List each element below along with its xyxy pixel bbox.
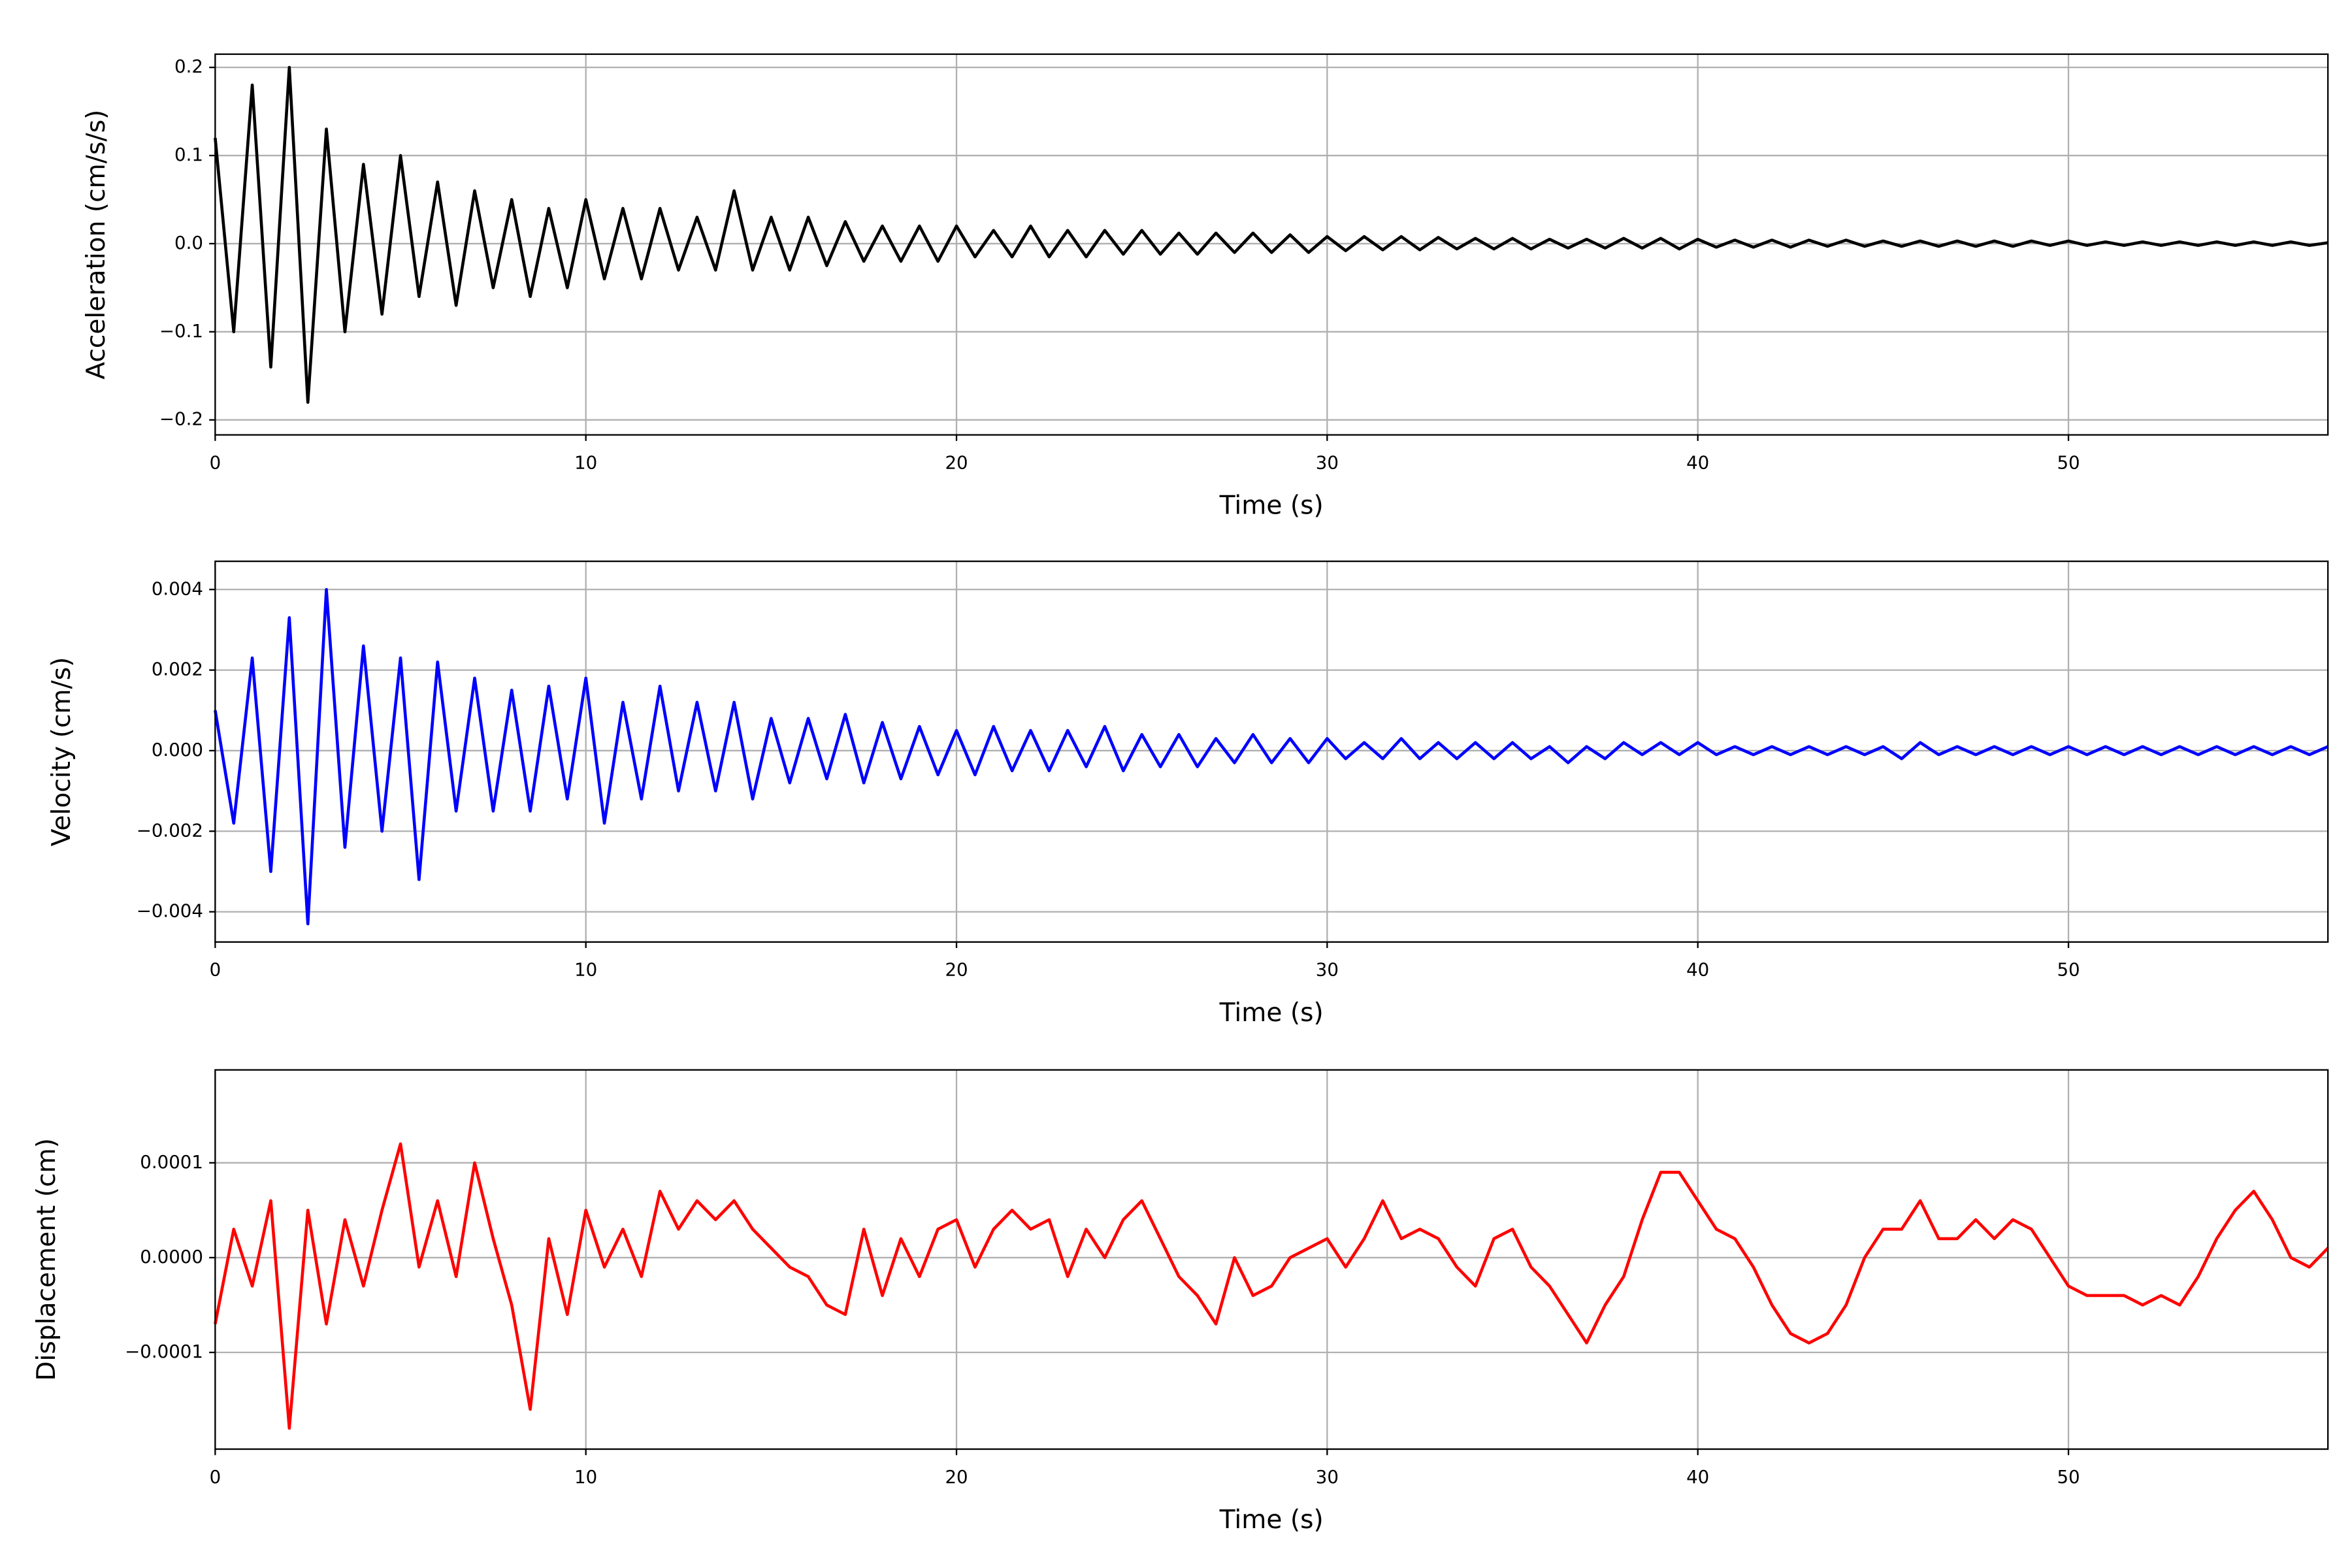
y-tick-label: −0.2 <box>159 408 203 430</box>
data-line <box>214 65 2328 404</box>
y-tick-label: 0.0000 <box>140 1246 203 1267</box>
x-tick-label: 10 <box>574 1466 597 1488</box>
axes-frame <box>214 53 2329 436</box>
y-axis-label: Displacement (cm) <box>32 1138 61 1381</box>
y-axis-label: Acceleration (cm/s/s) <box>82 110 111 380</box>
x-tick-label: 20 <box>945 959 968 981</box>
x-tick-label: 20 <box>945 451 968 473</box>
x-tick-label: 30 <box>1316 1466 1339 1488</box>
y-tick-label: 0.002 <box>152 659 203 680</box>
y-tick-label: −0.002 <box>137 819 203 841</box>
x-tick-label: 30 <box>1316 451 1339 473</box>
x-tick-label: 40 <box>1686 451 1709 473</box>
x-tick-label: 20 <box>945 1466 968 1488</box>
y-tick-label: 0.0001 <box>140 1151 203 1173</box>
y-tick-label: −0.004 <box>137 900 203 922</box>
x-tick-label: 0 <box>210 451 221 473</box>
y-tick-label: 0.004 <box>152 578 203 599</box>
x-tick-label: 40 <box>1686 959 1709 981</box>
x-tick-label: 40 <box>1686 1466 1709 1488</box>
axes-frame <box>214 1069 2329 1450</box>
x-tick-label: 50 <box>2057 959 2080 981</box>
x-axis-label: Time (s) <box>1219 998 1324 1028</box>
y-tick-label: 0.2 <box>174 56 203 77</box>
y-tick-label: −0.0001 <box>125 1341 203 1362</box>
x-tick-label: 10 <box>574 451 597 473</box>
x-axis-label: Time (s) <box>1219 1505 1324 1535</box>
x-tick-label: 30 <box>1316 959 1339 981</box>
y-tick-label: 0.1 <box>174 144 203 165</box>
y-tick-label: −0.1 <box>159 320 203 342</box>
x-tick-label: 10 <box>574 959 597 981</box>
y-axis-label: Velocity (cm/s) <box>47 657 76 847</box>
x-tick-label: 50 <box>2057 1466 2080 1488</box>
x-tick-label: 0 <box>210 1466 221 1488</box>
x-tick-label: 50 <box>2057 451 2080 473</box>
y-tick-label: 0.000 <box>152 739 203 760</box>
x-tick-label: 0 <box>210 959 221 981</box>
data-line <box>214 587 2329 926</box>
data-line <box>214 1142 2329 1430</box>
x-axis-label: Time (s) <box>1219 491 1324 521</box>
y-tick-label: 0.0 <box>174 232 203 253</box>
axes-frame <box>214 560 2329 943</box>
